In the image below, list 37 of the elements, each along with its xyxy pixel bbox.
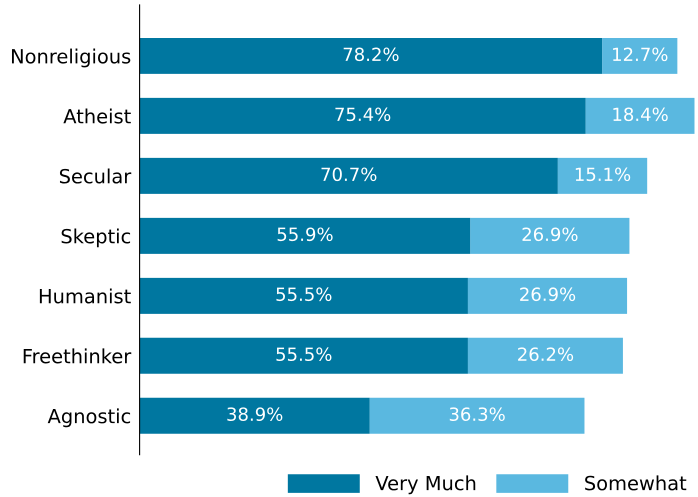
y-tick-label: Agnostic <box>48 408 130 428</box>
data-label: 12.7% <box>613 48 668 62</box>
bar <box>468 278 628 314</box>
bar <box>558 158 648 194</box>
data-label: 55.9% <box>278 227 333 242</box>
bar <box>140 338 468 374</box>
y-tick-label: Atheist <box>63 108 131 124</box>
data-label: 70.7% <box>322 167 376 182</box>
legend-label: Somewhat <box>585 475 686 490</box>
y-tick-label: Skeptic <box>62 228 130 248</box>
bar <box>586 98 695 134</box>
data-label: 75.4% <box>335 108 390 122</box>
bar <box>602 38 678 74</box>
data-label: 55.5% <box>276 287 332 302</box>
bar <box>140 218 470 254</box>
data-label: 36.3% <box>450 407 505 422</box>
bar <box>140 158 558 194</box>
data-label: 26.9% <box>520 287 576 302</box>
bar <box>140 38 602 74</box>
data-label: 26.9% <box>522 227 578 242</box>
bar <box>140 398 370 434</box>
y-tick-label: Secular <box>60 168 132 184</box>
bar <box>468 338 623 374</box>
bar <box>470 218 630 254</box>
bar <box>370 398 584 434</box>
bar <box>140 98 586 134</box>
data-label: 78.2% <box>344 48 399 62</box>
data-label: 18.4% <box>613 108 668 122</box>
bar <box>140 278 468 314</box>
data-label: 55.5% <box>276 347 332 362</box>
data-label: 26.2% <box>518 347 574 362</box>
data-label: 38.9% <box>227 407 282 422</box>
legend-label: Very Much <box>375 475 476 494</box>
y-tick-label: Freethinker <box>24 348 132 364</box>
y-tick-label: Nonreligious <box>12 48 130 68</box>
y-tick-label: Humanist <box>40 288 131 304</box>
data-label: 15.1% <box>576 167 630 182</box>
